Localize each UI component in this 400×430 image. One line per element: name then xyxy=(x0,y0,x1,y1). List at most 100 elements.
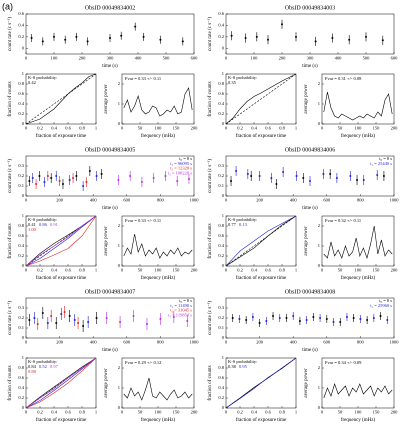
data-point xyxy=(302,177,305,179)
data-point xyxy=(132,315,135,317)
x-tick-label: 200 xyxy=(79,56,87,61)
x-tick-label: 0.2 xyxy=(237,126,243,131)
y-tick-label: 0.2 xyxy=(18,395,24,400)
y-tick-label: 0 xyxy=(222,335,225,340)
data-point xyxy=(265,320,268,322)
x-axis-label: frequency (mHz) xyxy=(341,276,376,281)
data-point xyxy=(322,173,325,175)
data-point xyxy=(55,175,58,177)
data-point xyxy=(120,34,123,37)
x-axis-label: fraction of exposure time xyxy=(36,418,87,423)
x-tick-label: 0 xyxy=(25,410,28,415)
x-tick-label: 800 xyxy=(357,340,365,345)
data-point xyxy=(332,321,335,323)
x-tick-label: 100 xyxy=(355,268,363,273)
x-tick-label: 0 xyxy=(321,268,324,273)
x-tick-label: 400 xyxy=(90,198,98,203)
annotation: 0.95 xyxy=(239,364,248,369)
x-tick-label: 0 xyxy=(225,340,228,345)
annotation: K-S probability: xyxy=(228,359,257,364)
annotation: Fvar = 0.33 +/- 0.11 xyxy=(125,218,161,223)
y-tick-label: 0.1 xyxy=(18,183,24,188)
y-tick-label: 0 xyxy=(22,335,25,340)
y-axis-label: count rate (c s⁻¹) xyxy=(7,301,13,335)
data-point xyxy=(386,319,389,321)
y-tick-label: 0 xyxy=(318,121,321,126)
data-point xyxy=(145,323,148,325)
data-line xyxy=(323,225,393,260)
x-tick-label: 1 xyxy=(295,126,297,131)
data-point xyxy=(61,183,64,185)
data-point xyxy=(295,35,297,38)
chart-title: ObsID 00049834003 xyxy=(285,5,336,11)
y-tick-label: 0.6 xyxy=(18,91,24,96)
y-tick-label: 1 xyxy=(118,243,120,248)
x-tick-label: 100 xyxy=(51,56,59,61)
y-tick-label: 0 xyxy=(118,405,121,410)
plot-frame xyxy=(121,215,195,267)
y-tick-label: 0 xyxy=(222,121,225,126)
data-point xyxy=(82,325,85,327)
x-tick-label: 150 xyxy=(373,126,381,131)
y-tick-label: 1 xyxy=(22,355,24,360)
y-tick-label: 0 xyxy=(222,193,225,198)
y-tick-label: 0.2 xyxy=(218,34,224,39)
chart-title: ObsID 00049834006 xyxy=(285,147,336,153)
x-tick-label: 0 xyxy=(321,126,324,131)
x-axis-label: frequency (mHz) xyxy=(341,134,376,139)
data-line xyxy=(25,215,97,267)
data-point xyxy=(134,25,137,28)
y-tick-label: 0 xyxy=(22,45,25,50)
x-tick-label: 0.2 xyxy=(37,410,43,415)
y-axis-label: count rate (c s⁻¹) xyxy=(7,17,13,51)
y-tick-label: 0.4 xyxy=(18,22,24,27)
y-axis-label: fraction of counts xyxy=(8,223,13,258)
x-tick-label: 150 xyxy=(173,410,181,415)
plot-frame xyxy=(321,357,395,409)
y-axis-label: fraction of counts xyxy=(208,365,213,400)
x-tick-label: 1 xyxy=(295,410,297,415)
y-axis-label: count rate (c s⁻¹) xyxy=(207,301,213,335)
y-tick-label: 0.8 xyxy=(18,365,24,370)
legend-entry: t₀ = 0 s xyxy=(379,298,392,303)
data-line xyxy=(123,233,193,259)
y-tick-label: 1 xyxy=(22,71,24,76)
plot-frame xyxy=(121,357,195,409)
x-tick-label: 0.6 xyxy=(65,126,71,131)
x-tick-label: 400 xyxy=(290,340,298,345)
data-point xyxy=(246,173,249,175)
x-tick-label: 0 xyxy=(121,126,124,131)
data-point xyxy=(50,177,53,179)
x-tick-label: 400 xyxy=(90,340,98,345)
data-point xyxy=(235,170,238,172)
x-axis-label: fraction of exposure time xyxy=(36,134,87,139)
x-tick-label: 100 xyxy=(355,126,363,131)
data-point xyxy=(365,35,367,38)
x-tick-label: 50 xyxy=(338,268,343,273)
annotation: 0.38 xyxy=(228,364,237,369)
data-line xyxy=(225,73,297,125)
x-tick-label: 0 xyxy=(225,268,228,273)
data-point xyxy=(186,320,189,322)
data-point xyxy=(159,318,162,320)
y-tick-label: 0.2 xyxy=(18,111,24,116)
y-tick-label: 0.2 xyxy=(218,395,224,400)
x-tick-label: 0.2 xyxy=(37,126,43,131)
x-tick-label: 0 xyxy=(321,410,324,415)
panel-label: (a) xyxy=(2,1,13,11)
y-tick-label: 0 xyxy=(222,405,225,410)
data-point xyxy=(53,35,55,38)
y-tick-label: 0 xyxy=(22,405,25,410)
y-axis-label: average power xyxy=(104,84,109,114)
y-tick-label: 0 xyxy=(118,263,121,268)
data-point xyxy=(68,179,71,181)
chart-title: ObsID 00049834005 xyxy=(85,147,136,153)
x-tick-label: 600 xyxy=(123,340,131,345)
x-tick-label: 100 xyxy=(355,410,363,415)
x-tick-label: 200 xyxy=(391,268,399,273)
x-tick-label: 50 xyxy=(338,410,343,415)
x-tick-label: 0 xyxy=(25,268,28,273)
y-tick-label: 0.8 xyxy=(18,81,24,86)
data-point xyxy=(28,180,31,182)
y-tick-label: 0.4 xyxy=(18,385,24,390)
